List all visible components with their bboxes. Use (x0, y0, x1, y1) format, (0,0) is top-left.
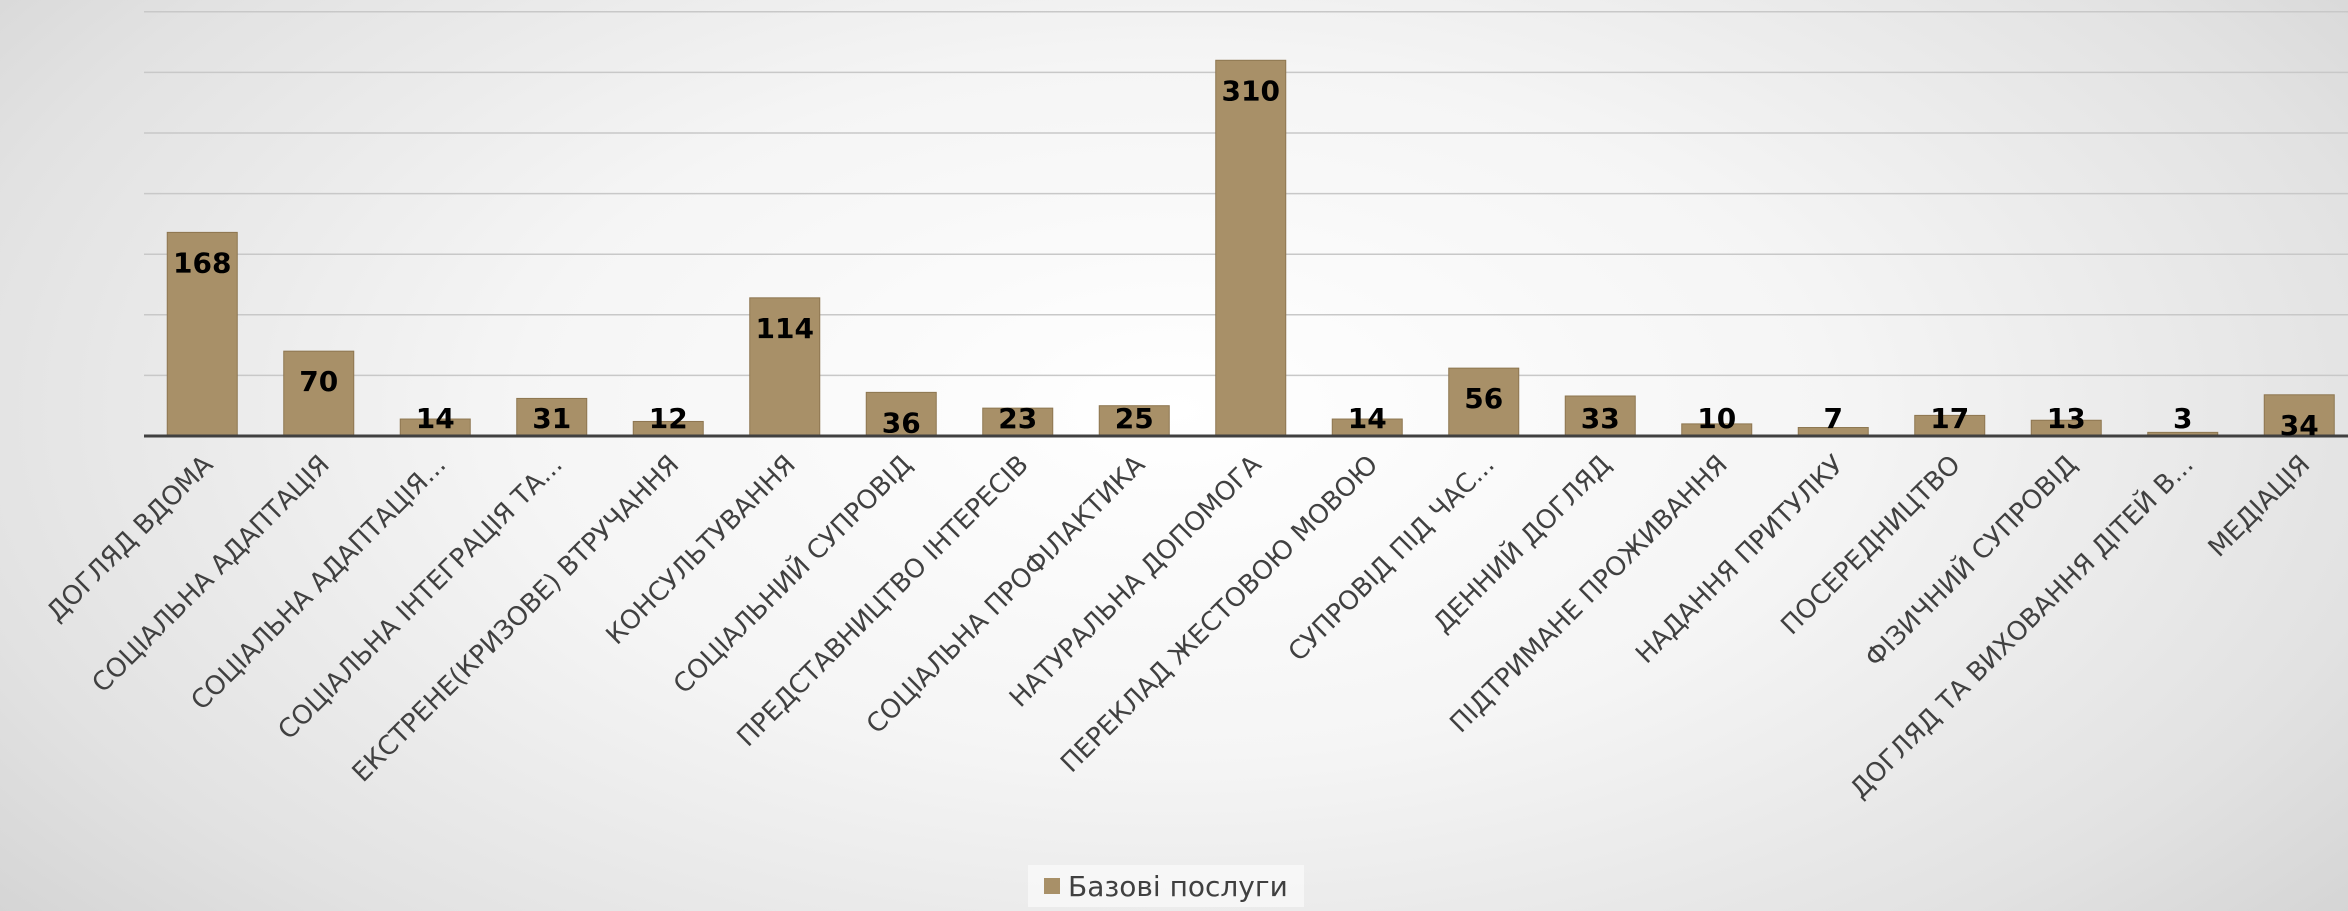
category-label: СОЦІАЛЬНИЙ СУПРОВІД (667, 448, 919, 700)
bar (1564, 395, 1636, 437)
category-label: СОЦІАЛЬНА АДАПТАЦІЯ... (186, 450, 453, 717)
data-label: 25 (1115, 402, 1154, 435)
data-label: 33 (1581, 402, 1620, 435)
data-label: 12 (649, 402, 688, 435)
data-label: 31 (532, 402, 571, 435)
bar (1098, 405, 1170, 437)
data-label: 56 (1464, 382, 1503, 415)
category-label: НАТУРАЛЬНА ДОПОМОГА (1004, 450, 1268, 714)
category-label: МЕДІАЦІЯ (2203, 450, 2317, 564)
bar (865, 391, 937, 437)
category-label: СОЦІАЛЬНА АДАПТАЦІЯ (87, 450, 336, 699)
category-label: КОНСУЛЬТУВАННЯ (601, 450, 802, 651)
data-label: 23 (998, 402, 1037, 435)
bar (1215, 59, 1287, 437)
data-label: 310 (1222, 74, 1280, 107)
data-label: 168 (173, 246, 231, 279)
data-label: 70 (299, 365, 338, 398)
data-label: 3 (2173, 402, 2192, 435)
data-label: 34 (2280, 409, 2319, 442)
category-label: ФІЗИЧНИЙ СУПРОВІД (1858, 448, 2083, 673)
category-label: СУПРОВІД ПІД ЧАС... (1283, 450, 1501, 668)
data-label: 14 (416, 402, 455, 435)
data-label: 13 (2047, 402, 2086, 435)
legend-swatch (1044, 878, 1060, 894)
bar (283, 350, 355, 437)
data-label: 10 (1697, 402, 1736, 435)
category-label: НАДАННЯ ПРИТУЛКУ (1630, 450, 1850, 670)
data-label: 14 (1348, 402, 1387, 435)
data-label: 36 (882, 406, 921, 439)
bar (2263, 394, 2335, 437)
legend: Базові послуги (1028, 865, 1304, 907)
data-label: 7 (1824, 402, 1843, 435)
data-label: 17 (1930, 402, 1969, 435)
data-label: 114 (756, 312, 814, 345)
legend-label: Базові послуги (1068, 869, 1288, 903)
